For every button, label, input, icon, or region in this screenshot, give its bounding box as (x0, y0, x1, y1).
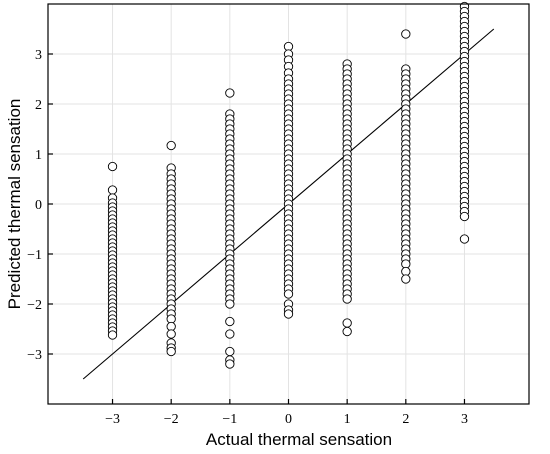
data-point (107, 185, 118, 195)
data-points (107, 1, 470, 369)
data-point (225, 88, 235, 98)
data-point (107, 330, 118, 340)
data-point (225, 316, 235, 327)
y-tick-label: −2 (27, 298, 42, 313)
data-point (401, 274, 411, 284)
data-point (342, 318, 352, 328)
x-tick-label: −2 (164, 412, 179, 427)
y-axis-title: Predicted thermal sensation (5, 99, 24, 310)
data-point (225, 359, 235, 369)
x-tick-label: −1 (222, 412, 237, 427)
data-point (107, 161, 118, 172)
data-point (283, 289, 294, 299)
axis-ticks (48, 53, 466, 404)
y-tick-label: 0 (35, 198, 42, 213)
y-tick-label: −1 (27, 248, 42, 263)
data-point (166, 329, 176, 339)
x-tick-labels: −3 −2 −1 0 1 2 3 (105, 412, 468, 427)
x-axis-title: Actual thermal sensation (206, 430, 392, 449)
data-point (225, 299, 235, 309)
y-tick-label: 1 (35, 148, 42, 163)
data-point (401, 29, 411, 39)
y-tick-label: 2 (35, 98, 42, 113)
x-tick-label: 2 (402, 412, 409, 427)
y-tick-label: 3 (35, 48, 42, 63)
x-tick-label: 1 (344, 412, 351, 427)
data-point (166, 346, 176, 357)
data-point (225, 346, 235, 357)
data-point (225, 329, 235, 339)
data-point (459, 211, 470, 222)
y-tick-labels: −3 −2 −1 0 1 2 3 (27, 48, 42, 363)
y-tick-label: −3 (27, 348, 42, 363)
data-point (166, 140, 176, 151)
x-tick-label: −3 (105, 412, 120, 427)
data-point (459, 234, 470, 244)
data-point (342, 326, 352, 337)
data-point (283, 309, 294, 319)
x-tick-label: 0 (285, 412, 292, 427)
x-tick-label: 3 (461, 412, 468, 427)
data-point (342, 294, 352, 304)
